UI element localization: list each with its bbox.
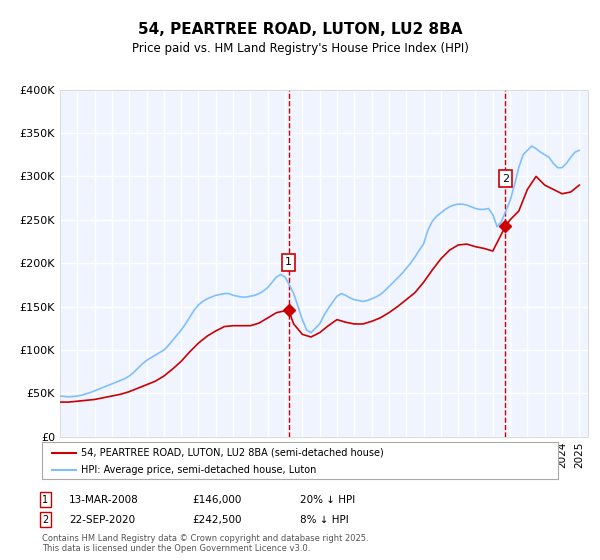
- Text: 1: 1: [285, 258, 292, 267]
- Text: 1: 1: [42, 494, 48, 505]
- Text: Price paid vs. HM Land Registry's House Price Index (HPI): Price paid vs. HM Land Registry's House …: [131, 42, 469, 55]
- Text: 13-MAR-2008: 13-MAR-2008: [69, 494, 139, 505]
- Text: 20% ↓ HPI: 20% ↓ HPI: [300, 494, 355, 505]
- Text: £146,000: £146,000: [192, 494, 241, 505]
- Text: £242,500: £242,500: [192, 515, 241, 525]
- Text: 54, PEARTREE ROAD, LUTON, LU2 8BA (semi-detached house): 54, PEARTREE ROAD, LUTON, LU2 8BA (semi-…: [80, 447, 383, 458]
- Text: 2: 2: [502, 174, 509, 184]
- Text: Contains HM Land Registry data © Crown copyright and database right 2025.
This d: Contains HM Land Registry data © Crown c…: [42, 534, 368, 553]
- Text: 8% ↓ HPI: 8% ↓ HPI: [300, 515, 349, 525]
- Text: HPI: Average price, semi-detached house, Luton: HPI: Average price, semi-detached house,…: [80, 465, 316, 475]
- Text: 2: 2: [42, 515, 48, 525]
- Text: 54, PEARTREE ROAD, LUTON, LU2 8BA: 54, PEARTREE ROAD, LUTON, LU2 8BA: [138, 22, 462, 38]
- Text: 22-SEP-2020: 22-SEP-2020: [69, 515, 135, 525]
